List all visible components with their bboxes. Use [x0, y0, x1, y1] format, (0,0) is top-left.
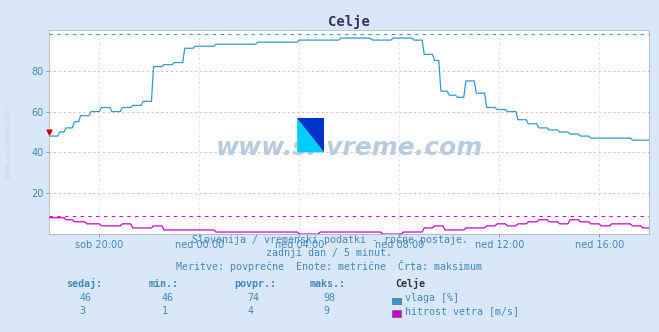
Text: zadnji dan / 5 minut.: zadnji dan / 5 minut.	[266, 248, 393, 258]
Text: povpr.:: povpr.:	[234, 279, 276, 289]
Text: 4: 4	[247, 306, 253, 316]
Text: 1: 1	[161, 306, 167, 316]
Bar	[297, 118, 324, 152]
Text: Meritve: povprečne  Enote: metrične  Črta: maksimum: Meritve: povprečne Enote: metrične Črta:…	[177, 260, 482, 272]
Text: 46: 46	[79, 293, 91, 303]
Text: sedaj:: sedaj:	[66, 278, 102, 289]
Text: 98: 98	[323, 293, 335, 303]
Text: Celje: Celje	[395, 278, 426, 289]
Text: hitrost vetra [m/s]: hitrost vetra [m/s]	[405, 306, 519, 316]
Text: vlaga [%]: vlaga [%]	[405, 293, 459, 303]
Text: 9: 9	[323, 306, 329, 316]
Text: 46: 46	[161, 293, 173, 303]
Text: www.si-vreme.com: www.si-vreme.com	[3, 107, 13, 179]
Text: Slovenija / vremenski podatki - ročne postaje.: Slovenija / vremenski podatki - ročne po…	[192, 234, 467, 245]
Text: maks.:: maks.:	[310, 279, 346, 289]
Polygon shape	[297, 118, 324, 152]
Title: Celje: Celje	[328, 15, 370, 29]
Text: 74: 74	[247, 293, 259, 303]
Text: www.si-vreme.com: www.si-vreme.com	[215, 136, 483, 160]
Text: 3: 3	[79, 306, 85, 316]
Text: min.:: min.:	[148, 279, 179, 289]
Polygon shape	[297, 118, 324, 152]
